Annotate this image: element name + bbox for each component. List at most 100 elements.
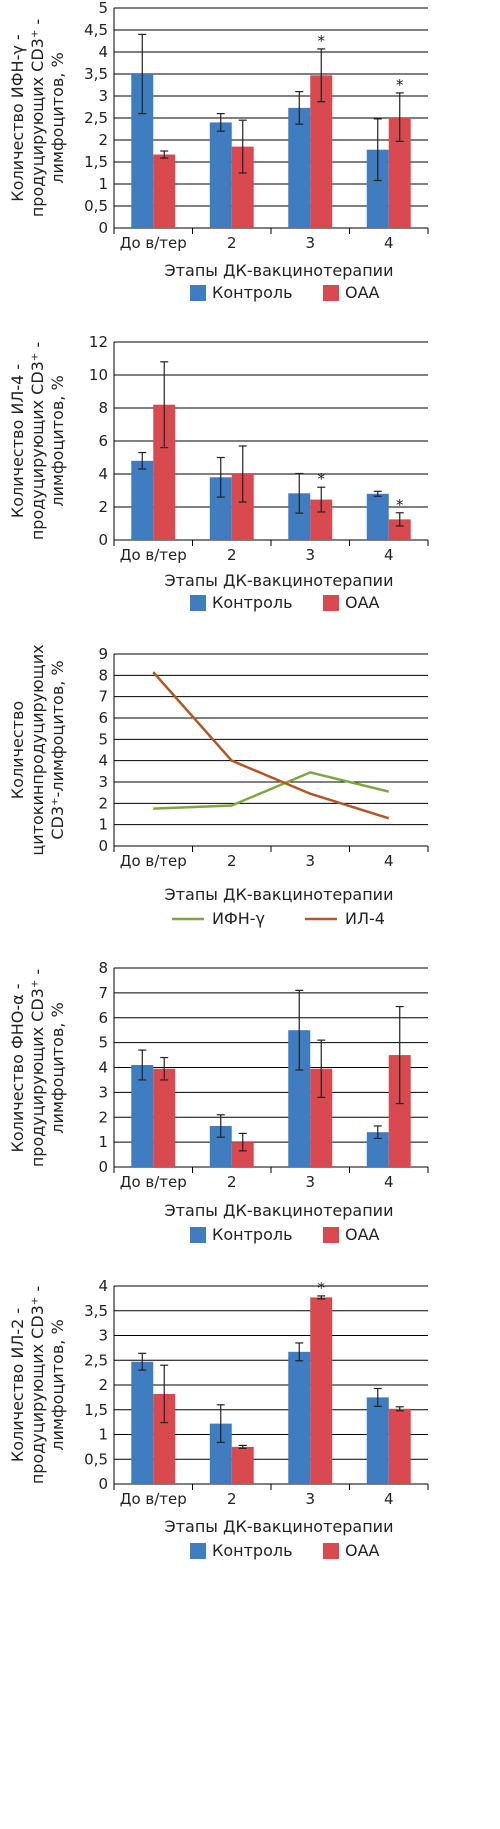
x-axis-title: Этапы ДК-вакцинотерапии xyxy=(165,1517,394,1536)
legend-label: ОАА xyxy=(345,1225,380,1244)
y-tick-label: 1 xyxy=(98,1426,108,1444)
bar-oaa xyxy=(153,1068,176,1167)
y-tick-label: 4 xyxy=(98,1059,108,1077)
y-axis-title-line: продуцирующих CD3⁺ - xyxy=(28,19,47,217)
y-tick-label: 5 xyxy=(98,730,108,748)
y-tick-label: 3 xyxy=(98,1083,108,1101)
y-axis-title-line: лимфоцитов, % xyxy=(48,1002,67,1133)
bar-control xyxy=(366,1132,389,1167)
y-tick-label: 0 xyxy=(98,1158,108,1176)
x-tick-label: 2 xyxy=(227,546,237,564)
x-tick-label: 4 xyxy=(384,234,394,252)
y-tick-label: 0 xyxy=(98,1475,108,1493)
bar-oaa xyxy=(153,154,176,228)
y-tick-label: 3 xyxy=(98,773,108,791)
bar-control xyxy=(131,74,154,228)
chart-2: 0 2 4 6 8 10 12 До в/тер 2 3 4 * * Этапы ДК-вакциноте… xyxy=(8,333,429,612)
y-axis-title: Количество цитокинпродуцирующих CD3⁺-лимфо… xyxy=(8,644,67,855)
y-axis-title: Количество ИЛ-4 - продуцирующих CD3⁺ - лим… xyxy=(8,342,67,540)
x-tick-label: 3 xyxy=(305,1490,315,1508)
bar-oaa xyxy=(310,75,333,228)
x-tick-label: 2 xyxy=(227,1173,237,1191)
y-tick-label: 4 xyxy=(98,465,108,483)
x-axis-title: Этапы ДК-вакцинотерапии xyxy=(165,261,394,280)
legend-label: ОАА xyxy=(345,1541,380,1560)
y-tick-label: 1 xyxy=(98,816,108,834)
bar-oaa xyxy=(231,1446,254,1484)
y-tick-label: 2,5 xyxy=(84,109,108,127)
bar-control xyxy=(209,477,232,540)
x-tick-label: 4 xyxy=(384,546,394,564)
y-tick-label: 0,5 xyxy=(84,1450,108,1468)
y-axis-title-line: продуцирующих CD3⁺ - xyxy=(28,342,47,540)
series-line-ifn xyxy=(153,771,390,810)
y-tick-label: 4 xyxy=(98,1277,108,1295)
bar-oaa xyxy=(388,519,411,540)
y-axis-title-line: CD3⁺-лимфоцитов, % xyxy=(48,660,67,839)
y-tick-label: 1 xyxy=(98,175,108,193)
significance-mark: * xyxy=(396,76,404,94)
bar-control xyxy=(366,149,389,228)
y-axis-title: Количество ИЛ-2 - продуцирующих CD3⁺ - лим… xyxy=(8,1286,67,1484)
y-tick-label: 1,5 xyxy=(84,1401,108,1419)
bar-oaa xyxy=(388,1055,411,1167)
y-tick-label: 3 xyxy=(98,87,108,105)
legend-label: ИФН-γ xyxy=(212,909,265,928)
bar-control xyxy=(366,1397,389,1484)
legend-swatch xyxy=(190,1227,206,1243)
y-axis-title-line: Количество ИЛ-2 - xyxy=(8,1308,27,1462)
y-axis-title-line: Количество ИЛ-4 - xyxy=(8,364,27,518)
legend-swatch xyxy=(190,285,206,301)
chart-3: 0 1 2 3 4 5 6 7 8 9 До в/тер 2 3 4 Этапы ДК-вакцинотер… xyxy=(8,644,429,928)
y-tick-label: 1,5 xyxy=(84,153,108,171)
chart-5: 0 0,5 1 1,5 2 2,5 3 3,5 4 До в/тер 2 3 4 * Этапы ДК-ва… xyxy=(8,1277,429,1560)
y-axis-title-line: Количество ИФН-γ - xyxy=(8,34,27,201)
y-tick-label: 4 xyxy=(98,752,108,770)
y-tick-label: 6 xyxy=(98,1009,108,1027)
y-tick-label: 12 xyxy=(89,333,108,351)
legend: ИФН-γ ИЛ-4 xyxy=(172,909,385,928)
significance-mark: * xyxy=(317,1279,325,1297)
legend: Контроль ОАА xyxy=(190,1541,380,1560)
legend-swatch xyxy=(323,595,339,611)
chart-4: 0 1 2 3 4 5 6 7 8 До в/тер 2 3 4 Этапы ДК-вакцинотера… xyxy=(8,959,429,1244)
bar-control xyxy=(131,1065,154,1167)
bar-oaa xyxy=(231,474,254,540)
legend-swatch xyxy=(190,1543,206,1559)
y-tick-label: 6 xyxy=(98,432,108,450)
legend: Контроль ОАА xyxy=(190,593,380,612)
x-axis-title: Этапы ДК-вакцинотерапии xyxy=(165,571,394,590)
x-tick-label: 2 xyxy=(227,234,237,252)
y-tick-label: 0 xyxy=(98,219,108,237)
x-tick-label: До в/тер xyxy=(120,234,187,252)
x-tick-label: 3 xyxy=(305,546,315,564)
x-tick-label: До в/тер xyxy=(120,546,187,564)
y-tick-label: 2 xyxy=(98,794,108,812)
y-tick-label: 3 xyxy=(98,1327,108,1345)
bar-control xyxy=(366,493,389,540)
legend-label: Контроль xyxy=(212,1225,293,1244)
significance-mark: * xyxy=(396,496,404,514)
y-tick-label: 4,5 xyxy=(84,21,108,39)
y-axis-title-line: продуцирующих CD3⁺ - xyxy=(28,1286,47,1484)
x-tick-label: До в/тер xyxy=(120,852,187,870)
bar-control xyxy=(288,1030,311,1167)
legend-label: ИЛ-4 xyxy=(345,909,385,928)
legend-swatch xyxy=(323,285,339,301)
y-tick-label: 0 xyxy=(98,837,108,855)
y-axis-title-line: лимфоцитов, % xyxy=(48,375,67,506)
y-tick-label: 3,5 xyxy=(84,65,108,83)
y-tick-label: 2 xyxy=(98,1108,108,1126)
y-tick-label: 8 xyxy=(98,666,108,684)
legend: Контроль ОАА xyxy=(190,1225,380,1244)
legend-label: ОАА xyxy=(345,283,380,302)
chart-1: 0 0,5 1 1,5 2 2,5 3 3,5 4 4,5 5 До в/тер 2 3 4 * * Этапы … xyxy=(8,0,429,302)
y-tick-label: 9 xyxy=(98,645,108,663)
legend-swatch xyxy=(323,1543,339,1559)
y-tick-label: 2,5 xyxy=(84,1351,108,1369)
x-tick-label: До в/тер xyxy=(120,1173,187,1191)
y-tick-label: 2 xyxy=(98,1376,108,1394)
y-axis-title-line: продуцирующих CD3⁺ - xyxy=(28,969,47,1167)
y-tick-label: 0,5 xyxy=(84,197,108,215)
bar-oaa xyxy=(310,1297,333,1484)
